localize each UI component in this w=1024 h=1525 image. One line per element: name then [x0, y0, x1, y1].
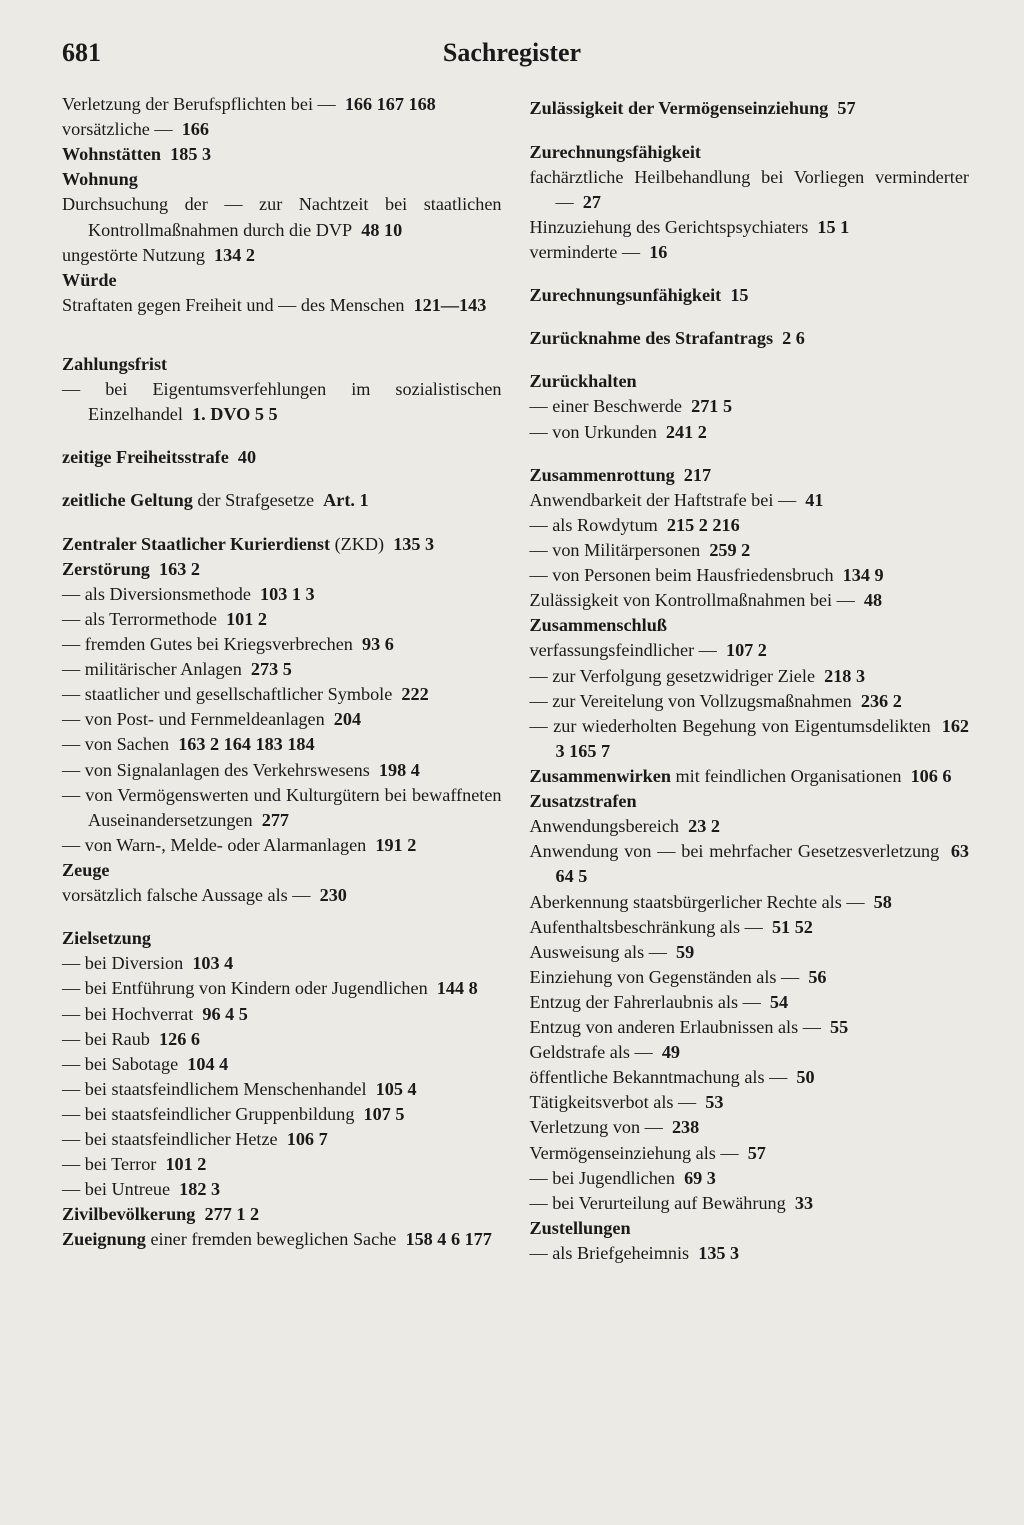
- index-entry: Anwendbarkeit der Haftstrafe bei — 41: [530, 488, 970, 513]
- index-entry: ungestörte Nutzung 134 2: [62, 243, 502, 268]
- index-entry: Ausweisung als — 59: [530, 940, 970, 965]
- index-entry: — bei Terror 101 2: [62, 1152, 502, 1177]
- index-head: Zusatzstrafen: [530, 789, 970, 814]
- index-entry: — von Sachen 163 2 164 183 184: [62, 732, 502, 757]
- index-head: Zusammenschluß: [530, 613, 970, 638]
- index-entry: — bei staatsfeindlichem Menschenhandel 1…: [62, 1077, 502, 1102]
- index-entry: zeitliche Geltung der Strafgesetze Art. …: [62, 488, 502, 513]
- index-columns: Verletzung der Berufspflichten bei — 166…: [62, 92, 969, 1266]
- index-entry: — bei Untreue 182 3: [62, 1177, 502, 1202]
- index-head: Zurechnungsfähigkeit: [530, 140, 970, 165]
- index-entry: — von Militärpersonen 259 2: [530, 538, 970, 563]
- index-entry: Zueignung einer fremden beweglichen Sach…: [62, 1227, 502, 1252]
- index-entry: — bei Diversion 103 4: [62, 951, 502, 976]
- index-entry: fachärztliche Heilbehandlung bei Vorlieg…: [530, 165, 970, 215]
- index-entry: Hinzuziehung des Gerichtspsychiaters 15 …: [530, 215, 970, 240]
- index-entry: öffentliche Bekanntmachung als — 50: [530, 1065, 970, 1090]
- index-entry: — von Post- und Fernmeldeanlagen 204: [62, 707, 502, 732]
- index-entry: Zulässigkeit der Vermögenseinziehung 57: [530, 96, 970, 121]
- index-entry: Zulässigkeit von Kontrollmaßnahmen bei —…: [530, 588, 970, 613]
- index-entry: — von Warn-, Melde- oder Alarmanlagen 19…: [62, 833, 502, 858]
- index-entry: — militärischer Anlagen 273 5: [62, 657, 502, 682]
- index-entry: vorsätzliche — 166: [62, 117, 502, 142]
- index-entry: — von Signalanlagen des Verkehrswesens 1…: [62, 758, 502, 783]
- index-head: Zielsetzung: [62, 926, 502, 951]
- index-entry: Tätigkeitsverbot als — 53: [530, 1090, 970, 1115]
- index-entry: Durchsuchung der — zur Nachtzeit bei sta…: [62, 192, 502, 242]
- index-entry: — als Rowdytum 215 2 216: [530, 513, 970, 538]
- index-entry: Straftaten gegen Freiheit und — des Mens…: [62, 293, 502, 318]
- index-entry: Geldstrafe als — 49: [530, 1040, 970, 1065]
- index-entry: — einer Beschwerde 271 5: [530, 394, 970, 419]
- index-entry: Verletzung der Berufspflichten bei — 166…: [62, 92, 502, 117]
- index-entry: — zur Verfolgung gesetzwidriger Ziele 21…: [530, 664, 970, 689]
- index-entry: — von Urkunden 241 2: [530, 420, 970, 445]
- page-number: 681: [62, 38, 101, 68]
- index-head: Wohnung: [62, 167, 502, 192]
- index-entry: Wohnstätten 185 3: [62, 142, 502, 167]
- index-entry: verminderte — 16: [530, 240, 970, 265]
- index-entry: — als Diversionsmethode 103 1 3: [62, 582, 502, 607]
- index-entry: — bei Raub 126 6: [62, 1027, 502, 1052]
- index-entry: Entzug von anderen Erlaubnissen als — 55: [530, 1015, 970, 1040]
- index-entry: Einziehung von Gegenständen als — 56: [530, 965, 970, 990]
- index-entry: verfassungsfeindlicher — 107 2: [530, 638, 970, 663]
- index-entry: — staatlicher und gesellschaftlicher Sym…: [62, 682, 502, 707]
- index-entry: Verletzung von — 238: [530, 1115, 970, 1140]
- index-entry: — als Briefgeheimnis 135 3: [530, 1241, 970, 1266]
- index-head: Zerstörung 163 2: [62, 557, 502, 582]
- index-entry: — von Vermögenswerten und Kulturgütern b…: [62, 783, 502, 833]
- index-entry: — von Personen beim Hausfriedensbruch 13…: [530, 563, 970, 588]
- page-title: Sachregister: [443, 38, 581, 68]
- index-entry: — bei Verurteilung auf Bewährung 33: [530, 1191, 970, 1216]
- index-head: Zahlungsfrist: [62, 352, 502, 377]
- index-entry: Entzug der Fahrerlaubnis als — 54: [530, 990, 970, 1015]
- index-entry: Vermögenseinziehung als — 57: [530, 1141, 970, 1166]
- index-entry: zeitige Freiheitsstrafe 40: [62, 445, 502, 470]
- index-entry: vorsätzlich falsche Aussage als — 230: [62, 883, 502, 908]
- index-entry: — bei Eigentumsverfehlungen im sozialist…: [62, 377, 502, 427]
- index-entry: Zurücknahme des Strafantrags 2 6: [530, 326, 970, 351]
- index-entry: Zurechnungsunfähigkeit 15: [530, 283, 970, 308]
- index-entry: — bei Hochverrat 96 4 5: [62, 1002, 502, 1027]
- index-entry: Anwendungsbereich 23 2: [530, 814, 970, 839]
- index-entry: Zivilbevölkerung 277 1 2: [62, 1202, 502, 1227]
- index-entry: — bei staatsfeindlicher Gruppenbildung 1…: [62, 1102, 502, 1127]
- index-head: Würde: [62, 268, 502, 293]
- index-entry: — bei Sabotage 104 4: [62, 1052, 502, 1077]
- index-head: Zeuge: [62, 858, 502, 883]
- index-entry: — zur wiederholten Begehung von Eigentum…: [530, 714, 970, 764]
- index-entry: — bei staatsfeindlicher Hetze 106 7: [62, 1127, 502, 1152]
- index-entry: Anwendung von — bei mehrfacher Gesetzesv…: [530, 839, 970, 889]
- index-head: Zusammenrottung 217: [530, 463, 970, 488]
- index-entry: Zusammenwirken mit feindlichen Organisat…: [530, 764, 970, 789]
- index-entry: — fremden Gutes bei Kriegsverbrechen 93 …: [62, 632, 502, 657]
- index-entry: — bei Jugendlichen 69 3: [530, 1166, 970, 1191]
- index-entry: — als Terrormethode 101 2: [62, 607, 502, 632]
- index-page: 681 Sachregister Verletzung der Berufspf…: [0, 0, 1024, 1525]
- index-entry: Zentraler Staatlicher Kurierdienst (ZKD)…: [62, 532, 502, 557]
- index-entry: — bei Entführung von Kindern oder Jugend…: [62, 976, 502, 1001]
- index-entry: Aberkennung staatsbürgerlicher Rechte al…: [530, 890, 970, 915]
- index-head: Zurückhalten: [530, 369, 970, 394]
- index-entry: Aufenthaltsbeschränkung als — 51 52: [530, 915, 970, 940]
- index-head: Zustellungen: [530, 1216, 970, 1241]
- index-entry: — zur Vereitelung von Vollzugsmaßnahmen …: [530, 689, 970, 714]
